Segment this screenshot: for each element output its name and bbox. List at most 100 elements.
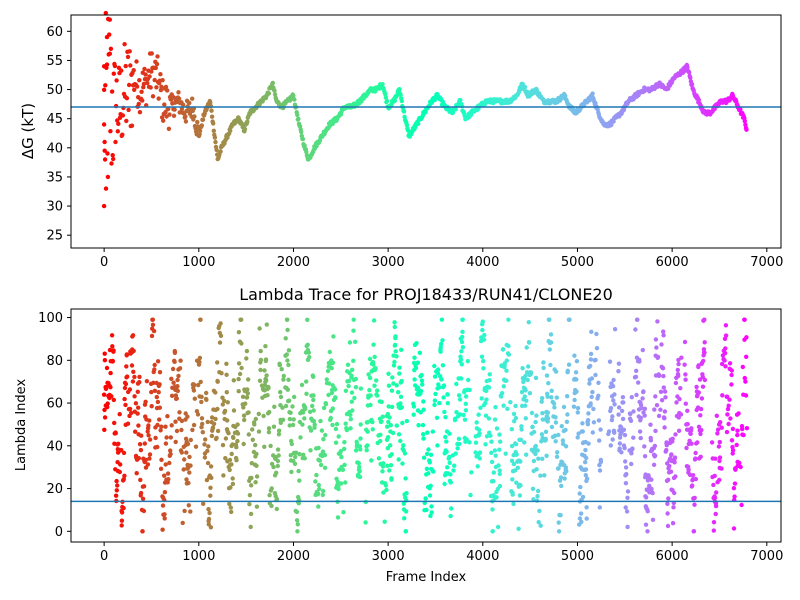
lambda-point: [353, 448, 359, 453]
lambda-point: [433, 391, 438, 397]
delta-g-point: [398, 92, 403, 98]
lambda-point: [594, 331, 599, 337]
lambda-point: [168, 448, 173, 453]
lambda-point: [536, 520, 541, 525]
lambda-point: [365, 429, 370, 434]
lambda-point: [134, 471, 139, 476]
lambda-point: [394, 354, 399, 359]
lambda-point: [374, 378, 379, 383]
lambda-point: [230, 476, 235, 481]
lambda-point: [523, 373, 528, 379]
lambda-point: [342, 446, 347, 452]
lambda-point: [672, 460, 677, 465]
lambda-point: [491, 479, 496, 484]
lambda-point: [442, 409, 447, 415]
lambda-point: [396, 390, 401, 395]
lambda-point: [315, 491, 321, 496]
delta-g-point: [142, 66, 147, 72]
lambda-point: [182, 508, 187, 514]
lambda-point: [271, 464, 276, 470]
lambda-point: [339, 454, 344, 460]
lambda-point: [353, 376, 358, 382]
lambda-point: [336, 434, 341, 439]
lambda-point: [310, 403, 315, 409]
lambda-point: [679, 355, 684, 360]
lambda-point: [608, 405, 614, 411]
lambda-trace-panel: Lambda Trace for PROJ18433/RUN41/CLONE20…: [14, 285, 783, 585]
lambda-point: [420, 422, 426, 428]
lambda-point: [112, 420, 117, 426]
delta-g-point: [129, 123, 135, 128]
lambda-point: [520, 366, 525, 371]
lambda-point: [258, 367, 263, 373]
lambda-point: [460, 329, 465, 334]
lambda-point: [385, 446, 390, 451]
delta-g-point: [266, 91, 272, 96]
lambda-point: [102, 351, 107, 356]
lambda-point: [633, 327, 638, 332]
lambda-point: [349, 373, 354, 378]
lambda-point: [549, 424, 555, 430]
lambda-point: [304, 391, 309, 396]
lambda-point: [534, 413, 539, 418]
lambda-point: [264, 322, 269, 327]
lambda-point: [311, 418, 317, 424]
y-tick-label: 35: [46, 170, 63, 185]
lambda-point: [135, 411, 140, 416]
lambda-point: [264, 378, 269, 383]
lambda-point: [278, 394, 284, 400]
lambda-point: [299, 382, 305, 388]
lambda-point: [226, 431, 231, 436]
lambda-point: [320, 492, 325, 498]
lambda-point: [612, 430, 617, 435]
lambda-point: [364, 448, 369, 453]
lambda-point: [481, 366, 486, 371]
lambda-point: [574, 377, 579, 382]
lambda-point: [616, 405, 622, 410]
lambda-point: [541, 365, 546, 371]
lambda-point: [712, 473, 717, 479]
lambda-point: [155, 444, 160, 450]
lambda-point: [598, 427, 603, 432]
delta-g-point: [208, 100, 213, 105]
lambda-point: [318, 462, 324, 468]
lambda-point: [394, 423, 399, 428]
lambda-point: [413, 365, 419, 371]
lambda-point: [157, 405, 162, 410]
lambda-point: [533, 375, 539, 381]
lambda-point: [264, 373, 269, 378]
lambda-point: [286, 377, 291, 382]
x-tick-label: 6000: [656, 549, 689, 564]
lambda-point: [664, 443, 669, 448]
lambda-point: [363, 520, 368, 525]
lambda-point: [421, 455, 427, 460]
lambda-point: [188, 509, 193, 514]
lambda-point: [252, 422, 257, 427]
lambda-point: [286, 398, 292, 403]
lambda-point: [497, 471, 502, 477]
lambda-point: [228, 505, 233, 510]
lambda-point: [398, 394, 404, 399]
lambda-point: [289, 441, 294, 447]
delta-g-point: [270, 80, 275, 86]
lambda-point: [225, 418, 230, 423]
lambda-point: [179, 450, 184, 455]
lambda-point: [258, 348, 263, 354]
lambda-point: [127, 387, 133, 392]
lambda-point: [729, 382, 734, 387]
lambda-point: [709, 440, 715, 445]
lambda-point: [580, 429, 585, 434]
lambda-point: [445, 401, 450, 406]
lambda-point: [287, 416, 293, 422]
delta-g-point: [154, 85, 159, 90]
lambda-point: [179, 427, 184, 433]
lambda-point: [399, 405, 404, 410]
lambda-point: [539, 396, 545, 401]
lambda-point: [499, 391, 505, 396]
lambda-point: [661, 385, 666, 390]
lambda-point: [725, 406, 731, 412]
lambda-point: [268, 443, 273, 449]
lambda-point: [558, 475, 564, 480]
lambda-point: [424, 507, 429, 513]
lambda-point: [716, 444, 722, 449]
